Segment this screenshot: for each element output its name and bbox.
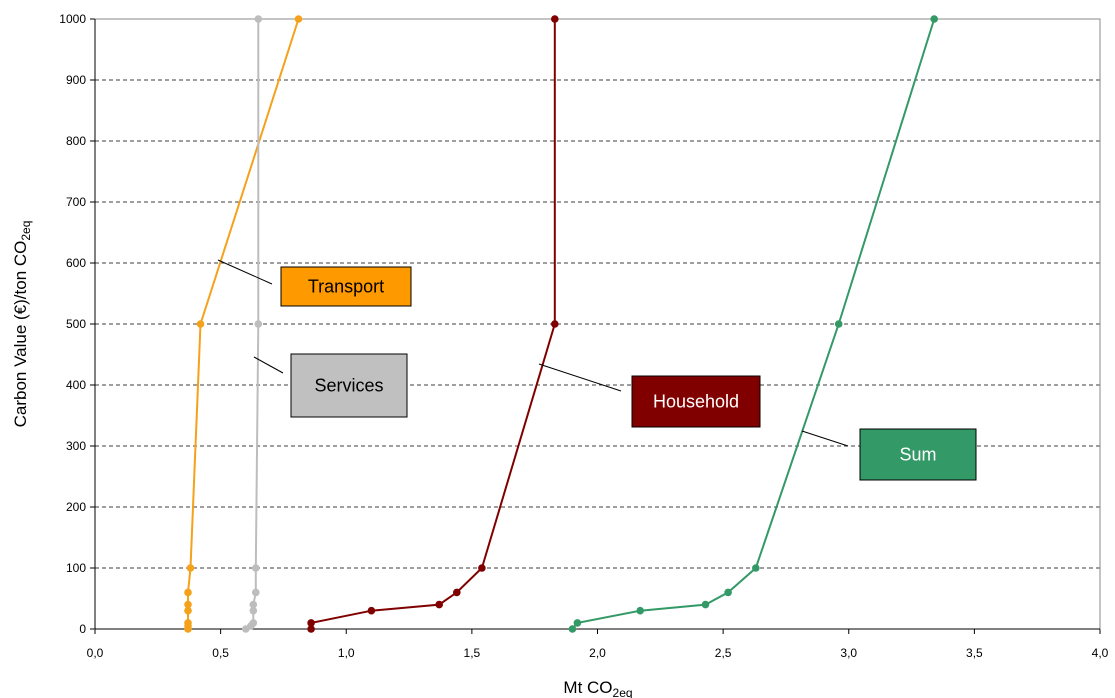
- series-sum: [568, 15, 938, 633]
- series-line-sum: [571, 18, 936, 630]
- y-tick-label: 400: [66, 378, 86, 392]
- series-label-sum: Sum: [899, 445, 936, 465]
- y-tick-label: 500: [66, 317, 86, 331]
- y-tick-label: 1000: [59, 12, 86, 26]
- data-point: [636, 606, 644, 615]
- leader-line-transport: [217, 259, 273, 285]
- data-point: [249, 600, 258, 609]
- y-tick-label: 600: [66, 256, 86, 270]
- data-point: [184, 606, 192, 615]
- data-point: [294, 15, 303, 23]
- data-point: [930, 15, 938, 23]
- y-tick-labels: 0 100 200 300 400 500 600 700 800 900 1000: [59, 12, 86, 636]
- data-point: [551, 320, 559, 328]
- y-tick-label: 900: [66, 73, 86, 87]
- series-line-household: [310, 19, 556, 629]
- data-point: [435, 600, 444, 609]
- data-point: [701, 600, 710, 609]
- y-axis-title: Carbon Value (€)/ton CO2eq: [11, 221, 33, 428]
- data-point: [184, 588, 192, 597]
- x-tick-label: 3,5: [966, 646, 983, 660]
- series-household: [307, 15, 559, 633]
- data-point: [367, 606, 376, 615]
- data-point: [752, 564, 760, 572]
- data-point: [551, 15, 559, 23]
- y-tick-label: 700: [66, 195, 86, 209]
- data-point: [186, 564, 195, 572]
- y-tick-label: 100: [66, 561, 86, 575]
- data-point: [249, 619, 258, 627]
- data-point: [573, 619, 582, 627]
- y-tick-label: 800: [66, 134, 86, 148]
- data-point: [307, 625, 315, 633]
- grid-lines: [95, 18, 1100, 569]
- data-point: [254, 320, 263, 328]
- series-label-transport: Transport: [308, 277, 384, 297]
- series-services: [242, 15, 263, 633]
- data-point: [254, 15, 263, 23]
- series-label-services: Services: [314, 376, 383, 396]
- data-point: [453, 588, 461, 597]
- data-point: [834, 320, 843, 328]
- data-point: [724, 588, 732, 597]
- series-transport: [184, 15, 303, 633]
- x-tick-label: 2,0: [589, 646, 606, 660]
- x-tick-label: 1,0: [338, 646, 355, 660]
- y-tick-label: 0: [79, 622, 86, 636]
- data-point: [252, 588, 260, 597]
- axes: [90, 18, 1101, 634]
- data-point: [249, 606, 258, 615]
- x-tick-label: 0,0: [87, 646, 104, 660]
- leader-line-sum: [801, 430, 849, 447]
- x-axis-title: Mt CO2eq: [563, 678, 632, 698]
- series-labels: Transport Services Household Sum: [217, 259, 977, 481]
- label-box-transport: [280, 266, 412, 307]
- label-box-household: [631, 375, 761, 428]
- data-point: [184, 600, 192, 609]
- leader-line-household: [538, 363, 622, 392]
- x-tick-label: 3,0: [840, 646, 857, 660]
- data-point: [307, 619, 315, 627]
- x-tick-labels: 0,0 0,5 1,0 1,5 2,0 2,5 3,0 3,5 4,0: [87, 646, 1109, 660]
- x-tick-label: 2,5: [715, 646, 732, 660]
- data-point: [252, 564, 260, 572]
- series-label-household: Household: [653, 392, 739, 412]
- label-box-services: [290, 353, 408, 418]
- x-tick-label: 1,5: [464, 646, 481, 660]
- y-tick-label: 200: [66, 500, 86, 514]
- leader-line-services: [253, 356, 284, 374]
- data-point: [184, 619, 192, 627]
- y-tick-label: 300: [66, 439, 86, 453]
- data-point: [568, 625, 577, 633]
- series-layer: [184, 15, 938, 633]
- x-tick-label: 4,0: [1092, 646, 1109, 660]
- data-point: [478, 564, 486, 572]
- x-tick-label: 0,5: [212, 646, 229, 660]
- label-box-sum: [859, 428, 977, 481]
- data-point: [196, 320, 205, 328]
